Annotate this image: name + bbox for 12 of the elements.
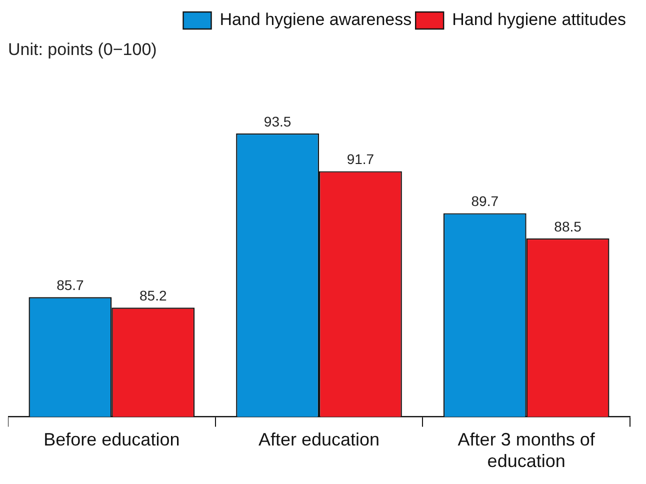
data-label: 89.7 [471, 193, 499, 210]
data-label: 85.2 [140, 288, 167, 304]
data-label: 85.7 [56, 277, 84, 294]
text: Unit: points (0−100) [8, 40, 157, 60]
x-tick-label: Before education [44, 430, 180, 450]
legend-label: Hand hygiene attitudes [452, 10, 626, 30]
legend-label: Hand hygiene awareness [220, 10, 412, 30]
data-label: 93.5 [264, 113, 292, 130]
x-tick-label: After education [258, 430, 380, 450]
x-tick-label: After 3 months of education [458, 430, 596, 472]
data-label: 88.5 [554, 218, 582, 234]
data-label: 91.7 [346, 151, 374, 168]
